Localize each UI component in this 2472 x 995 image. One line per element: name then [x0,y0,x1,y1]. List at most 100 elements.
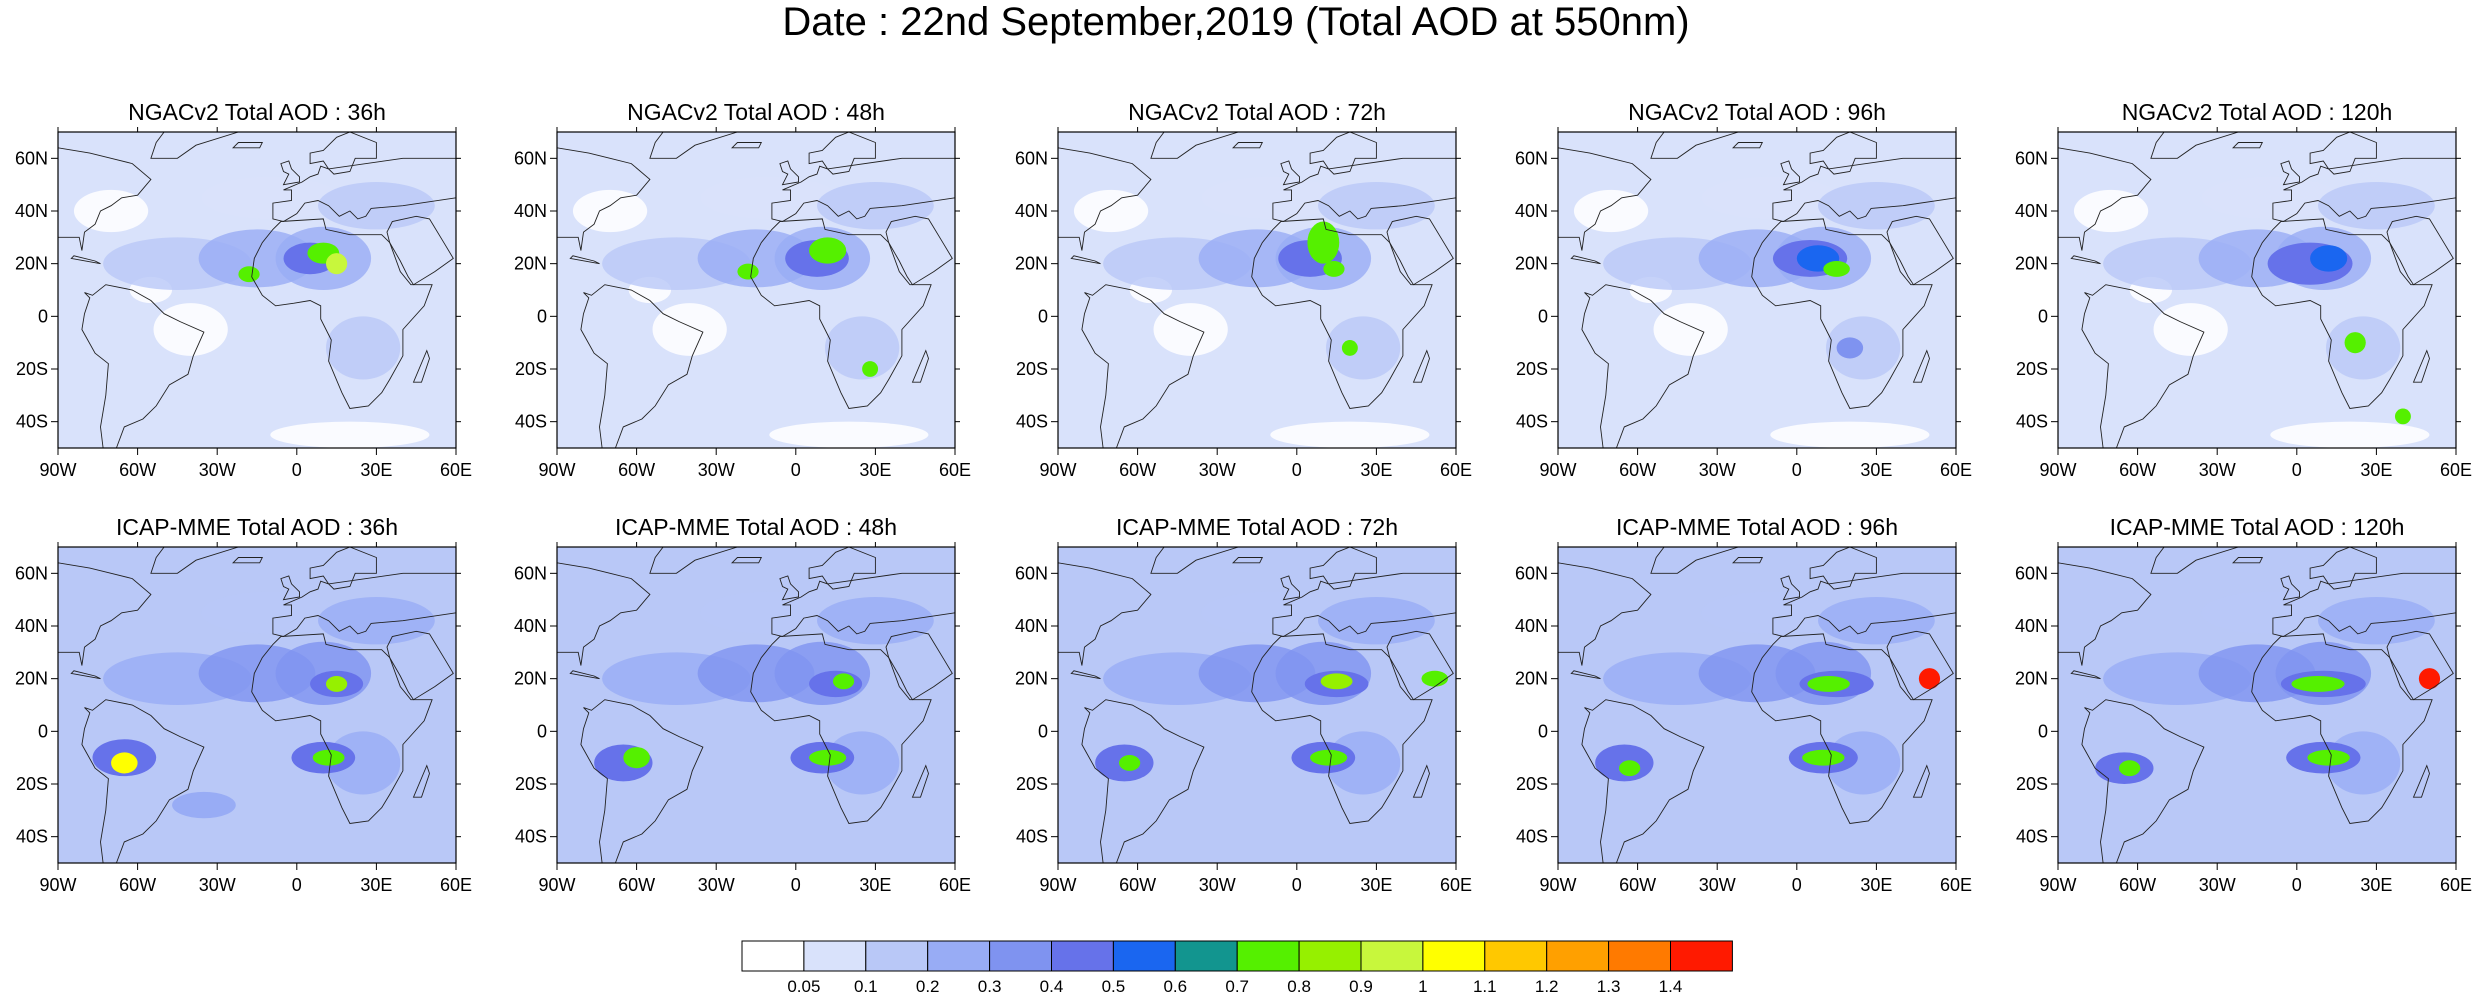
y-tick-label: 20N [514,669,547,689]
x-tick-label: 60E [1440,460,1472,480]
coastline [1570,255,1601,265]
y-tick-label: 40S [16,412,48,432]
coastline [2232,557,2264,564]
y-tick-label: 0 [1038,721,1048,741]
aod-plume [325,253,348,275]
aod-region [700,591,839,634]
colorbar-box [803,940,867,972]
y-tick-label: 20S [16,359,48,379]
coastline [1150,547,1239,574]
coastline [232,142,264,149]
coastline [58,147,152,251]
panel-title: NGACv2 Total AOD : 72h [1128,99,1386,125]
aod-region [1201,176,1340,219]
coastline [2412,764,2430,798]
coastline [580,699,704,863]
x-tick-label: 60E [2440,460,2472,480]
x-tick-label: 30W [1699,875,1736,895]
aod-region [817,597,934,645]
coastline [771,547,955,637]
aod-low-patch [1653,303,1728,356]
coastline [649,547,738,574]
aod-plume [1836,337,1864,359]
x-tick-label: 30E [1360,875,1392,895]
colorbar-label: 1.2 [1535,977,1559,995]
x-tick-label: 60W [1619,875,1656,895]
colorbar-box [927,940,991,972]
aod-field [58,547,456,863]
x-tick-label: 60W [618,460,655,480]
coastline [557,147,651,251]
map-panel-9: ICAP-MME Total AOD : 96h 90W 60W 30W 0 30E 60E… [1515,514,1972,895]
y-tick-label: 20N [1015,669,1048,689]
aod-plume [1310,749,1348,766]
y-tick-label: 60N [514,563,547,583]
aod-low-patch [153,303,228,356]
coastline [1232,557,1264,564]
y-tick-label: 40N [2015,201,2048,221]
y-tick-label: 40S [1516,412,1548,432]
colorbar-label: 0.6 [1163,977,1187,995]
x-tick-label: 60E [939,875,971,895]
y-tick-label: 0 [537,306,547,326]
coastline [412,349,430,383]
x-tick-label: 0 [292,875,302,895]
aod-plume [737,263,759,280]
y-tick-label: 40S [16,827,48,847]
colorbar-box [1484,940,1548,972]
coastline [1058,147,1152,251]
y-tick-label: 0 [2038,306,2048,326]
coastline [2280,575,2300,601]
x-tick-label: 30W [1199,875,1236,895]
aod-plume [862,361,879,377]
y-tick-label: 40S [515,412,547,432]
x-tick-label: 90W [2039,460,2076,480]
coastline [1751,633,1933,824]
x-tick-label: 0 [1292,460,1302,480]
x-tick-label: 30W [698,875,735,895]
colorbar-box [741,940,805,972]
aod-region [1818,182,1935,230]
y-tick-label: 20S [1016,359,1048,379]
y-tick-label: 40S [1016,412,1048,432]
aod-plume [1807,676,1850,692]
coastline [1058,562,1152,666]
coastline [2081,699,2205,863]
aod-low-patch [73,189,149,233]
colorbar-box [1670,940,1733,972]
y-tick-label: 20S [1016,774,1048,794]
x-tick-label: 0 [1292,875,1302,895]
panel-title: ICAP-MME Total AOD : 72h [1116,514,1398,540]
x-tick-label: 90W [1539,875,1576,895]
y-tick-label: 60N [1015,563,1048,583]
x-tick-label: 60W [2119,875,2156,895]
coastline [1732,557,1764,564]
coastline [580,284,704,448]
y-tick-label: 40S [1016,827,1048,847]
coastline [1412,764,1430,798]
x-tick-label: 90W [1039,460,1076,480]
coastline [1280,160,1300,186]
colorbar-label: 0.9 [1349,977,1373,995]
colorbar-box [1546,940,1610,972]
coastline [2386,215,2454,286]
aod-region [1701,176,1840,219]
y-tick-label: 60N [514,148,547,168]
aod-low-patch [2270,421,2430,448]
aod-plume [2291,676,2345,692]
x-tick-label: 30W [1199,460,1236,480]
coastline [386,215,454,286]
x-tick-label: 0 [1792,460,1802,480]
aod-low-patch [2153,303,2228,356]
panel-frame [556,131,956,449]
x-tick-label: 60E [440,875,472,895]
x-tick-label: 30W [199,875,236,895]
coastline [1150,132,1239,159]
coastline [2232,142,2264,149]
x-tick-label: 0 [2292,875,2302,895]
coastline [1558,147,1652,251]
aod-field [2058,132,2456,448]
coastline [1251,633,1433,824]
coastline [70,670,101,680]
x-tick-label: 0 [2292,460,2302,480]
